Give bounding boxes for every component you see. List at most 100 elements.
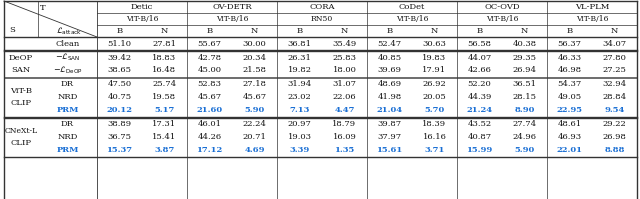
Text: 40.38: 40.38 <box>513 39 536 48</box>
Text: 29.22: 29.22 <box>603 120 627 128</box>
Text: 45.67: 45.67 <box>243 93 267 101</box>
Text: 5.90: 5.90 <box>515 146 534 154</box>
Text: T: T <box>40 4 46 12</box>
Text: B: B <box>207 27 212 35</box>
Text: 18.39: 18.39 <box>422 120 447 128</box>
Text: 15.37: 15.37 <box>106 146 132 154</box>
Text: 36.75: 36.75 <box>108 133 131 141</box>
Text: 40.85: 40.85 <box>378 54 401 61</box>
Text: CoDet: CoDet <box>399 3 425 11</box>
Text: ViT-B/16: ViT-B/16 <box>125 15 158 23</box>
Text: 30.63: 30.63 <box>422 39 447 48</box>
Text: N: N <box>611 27 618 35</box>
Text: 4.47: 4.47 <box>334 106 355 114</box>
Text: 29.35: 29.35 <box>513 54 536 61</box>
Text: 27.18: 27.18 <box>243 80 266 88</box>
Text: 43.52: 43.52 <box>467 120 492 128</box>
Text: N: N <box>341 27 348 35</box>
Text: 18.79: 18.79 <box>332 120 356 128</box>
Text: 21.24: 21.24 <box>467 106 493 114</box>
Text: 8.88: 8.88 <box>604 146 625 154</box>
Text: 21.04: 21.04 <box>376 106 403 114</box>
Text: 28.15: 28.15 <box>513 93 536 101</box>
Text: N: N <box>431 27 438 35</box>
Text: DR: DR <box>61 80 74 88</box>
Text: B: B <box>116 27 123 35</box>
Text: 48.69: 48.69 <box>378 80 401 88</box>
Text: 3.87: 3.87 <box>154 146 175 154</box>
Text: 19.58: 19.58 <box>152 93 177 101</box>
Text: B: B <box>387 27 392 35</box>
Text: 22.95: 22.95 <box>557 106 582 114</box>
Text: NRD: NRD <box>58 93 77 101</box>
Text: 24.96: 24.96 <box>513 133 536 141</box>
Text: 5.17: 5.17 <box>154 106 175 114</box>
Text: 5.90: 5.90 <box>244 106 264 114</box>
Text: 45.67: 45.67 <box>197 93 221 101</box>
Text: 15.99: 15.99 <box>467 146 493 154</box>
Text: 25.74: 25.74 <box>152 80 177 88</box>
Text: B: B <box>296 27 303 35</box>
Text: B: B <box>566 27 573 35</box>
Text: DeOP: DeOP <box>9 54 33 62</box>
Text: 27.74: 27.74 <box>513 120 536 128</box>
Text: 30.00: 30.00 <box>243 39 266 48</box>
Text: 17.12: 17.12 <box>196 146 223 154</box>
Text: 51.10: 51.10 <box>108 39 131 48</box>
Text: 40.87: 40.87 <box>467 133 492 141</box>
Text: N: N <box>251 27 258 35</box>
Text: PRM: PRM <box>56 146 79 154</box>
Text: 26.31: 26.31 <box>287 54 312 61</box>
Text: 20.12: 20.12 <box>106 106 132 114</box>
Text: 18.83: 18.83 <box>152 54 177 61</box>
Text: 36.51: 36.51 <box>513 80 536 88</box>
Text: 1.35: 1.35 <box>334 146 355 154</box>
Text: OV-DETR: OV-DETR <box>212 3 252 11</box>
Text: 31.94: 31.94 <box>287 80 312 88</box>
Text: 38.65: 38.65 <box>108 66 131 74</box>
Text: 4.69: 4.69 <box>244 146 265 154</box>
Text: 27.25: 27.25 <box>603 66 627 74</box>
Text: 39.69: 39.69 <box>378 66 401 74</box>
Text: RN50: RN50 <box>311 15 333 23</box>
Text: CNeXt-L: CNeXt-L <box>4 127 38 135</box>
Text: 46.33: 46.33 <box>557 54 582 61</box>
Text: 16.48: 16.48 <box>152 66 177 74</box>
Text: 37.97: 37.97 <box>378 133 401 141</box>
Text: 17.91: 17.91 <box>422 66 447 74</box>
Text: 16.16: 16.16 <box>422 133 447 141</box>
Text: 7.13: 7.13 <box>289 106 310 114</box>
Text: 52.83: 52.83 <box>198 80 221 88</box>
Text: 20.97: 20.97 <box>287 120 312 128</box>
Text: NRD: NRD <box>58 133 77 141</box>
Text: 44.26: 44.26 <box>197 133 221 141</box>
Text: 56.37: 56.37 <box>557 39 582 48</box>
Text: ViT-B/16: ViT-B/16 <box>396 15 428 23</box>
Text: 9.54: 9.54 <box>604 106 625 114</box>
Text: 5.70: 5.70 <box>424 106 445 114</box>
Text: 36.81: 36.81 <box>287 39 312 48</box>
Text: 44.07: 44.07 <box>467 54 492 61</box>
Text: $-\mathcal{L}_{\mathrm{DeOP}}$: $-\mathcal{L}_{\mathrm{DeOP}}$ <box>52 65 83 76</box>
Text: 52.20: 52.20 <box>468 80 492 88</box>
Text: 32.94: 32.94 <box>602 80 627 88</box>
Text: CORA: CORA <box>309 3 335 11</box>
Text: 17.31: 17.31 <box>152 120 177 128</box>
Text: 22.06: 22.06 <box>333 93 356 101</box>
Text: PRM: PRM <box>56 106 79 114</box>
Text: 34.07: 34.07 <box>602 39 627 48</box>
Text: 42.78: 42.78 <box>197 54 221 61</box>
Text: 19.83: 19.83 <box>422 54 447 61</box>
Text: 25.83: 25.83 <box>333 54 356 61</box>
Text: ViT-B/16: ViT-B/16 <box>576 15 608 23</box>
Text: 19.82: 19.82 <box>287 66 312 74</box>
Text: $\mathcal{L}_{\mathrm{attack}}$: $\mathcal{L}_{\mathrm{attack}}$ <box>56 25 83 37</box>
Text: 15.61: 15.61 <box>376 146 403 154</box>
Text: 35.49: 35.49 <box>332 39 356 48</box>
Text: 23.02: 23.02 <box>287 93 312 101</box>
Text: 52.47: 52.47 <box>378 39 401 48</box>
Text: 56.58: 56.58 <box>467 39 492 48</box>
Text: DR: DR <box>61 120 74 128</box>
Text: 26.92: 26.92 <box>422 80 446 88</box>
Text: 46.98: 46.98 <box>557 66 582 74</box>
